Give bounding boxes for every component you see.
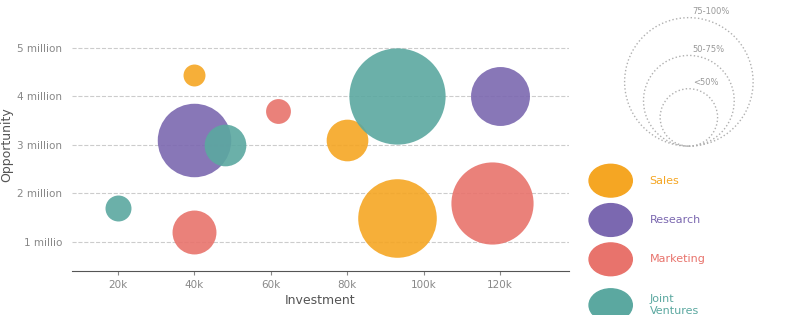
Point xyxy=(188,138,201,143)
Point xyxy=(390,215,403,220)
Point xyxy=(340,138,353,143)
Circle shape xyxy=(589,289,632,315)
Point xyxy=(111,205,124,210)
Point xyxy=(390,94,403,99)
Point xyxy=(272,108,285,113)
Point xyxy=(188,72,201,77)
Text: Research: Research xyxy=(650,215,701,225)
Point xyxy=(493,94,506,99)
Y-axis label: Opportunity: Opportunity xyxy=(0,107,13,182)
Circle shape xyxy=(589,243,632,276)
Point xyxy=(188,230,201,235)
Circle shape xyxy=(589,164,632,197)
Text: Marketing: Marketing xyxy=(650,254,706,264)
X-axis label: Investment: Investment xyxy=(285,294,356,307)
Text: Joint
Ventures: Joint Ventures xyxy=(650,295,698,315)
Circle shape xyxy=(589,203,632,236)
Text: 75-100%: 75-100% xyxy=(693,7,730,16)
Text: Sales: Sales xyxy=(650,176,679,186)
Text: 50-75%: 50-75% xyxy=(693,45,725,54)
Point xyxy=(486,201,499,206)
Text: <50%: <50% xyxy=(693,78,718,87)
Point xyxy=(219,142,231,147)
